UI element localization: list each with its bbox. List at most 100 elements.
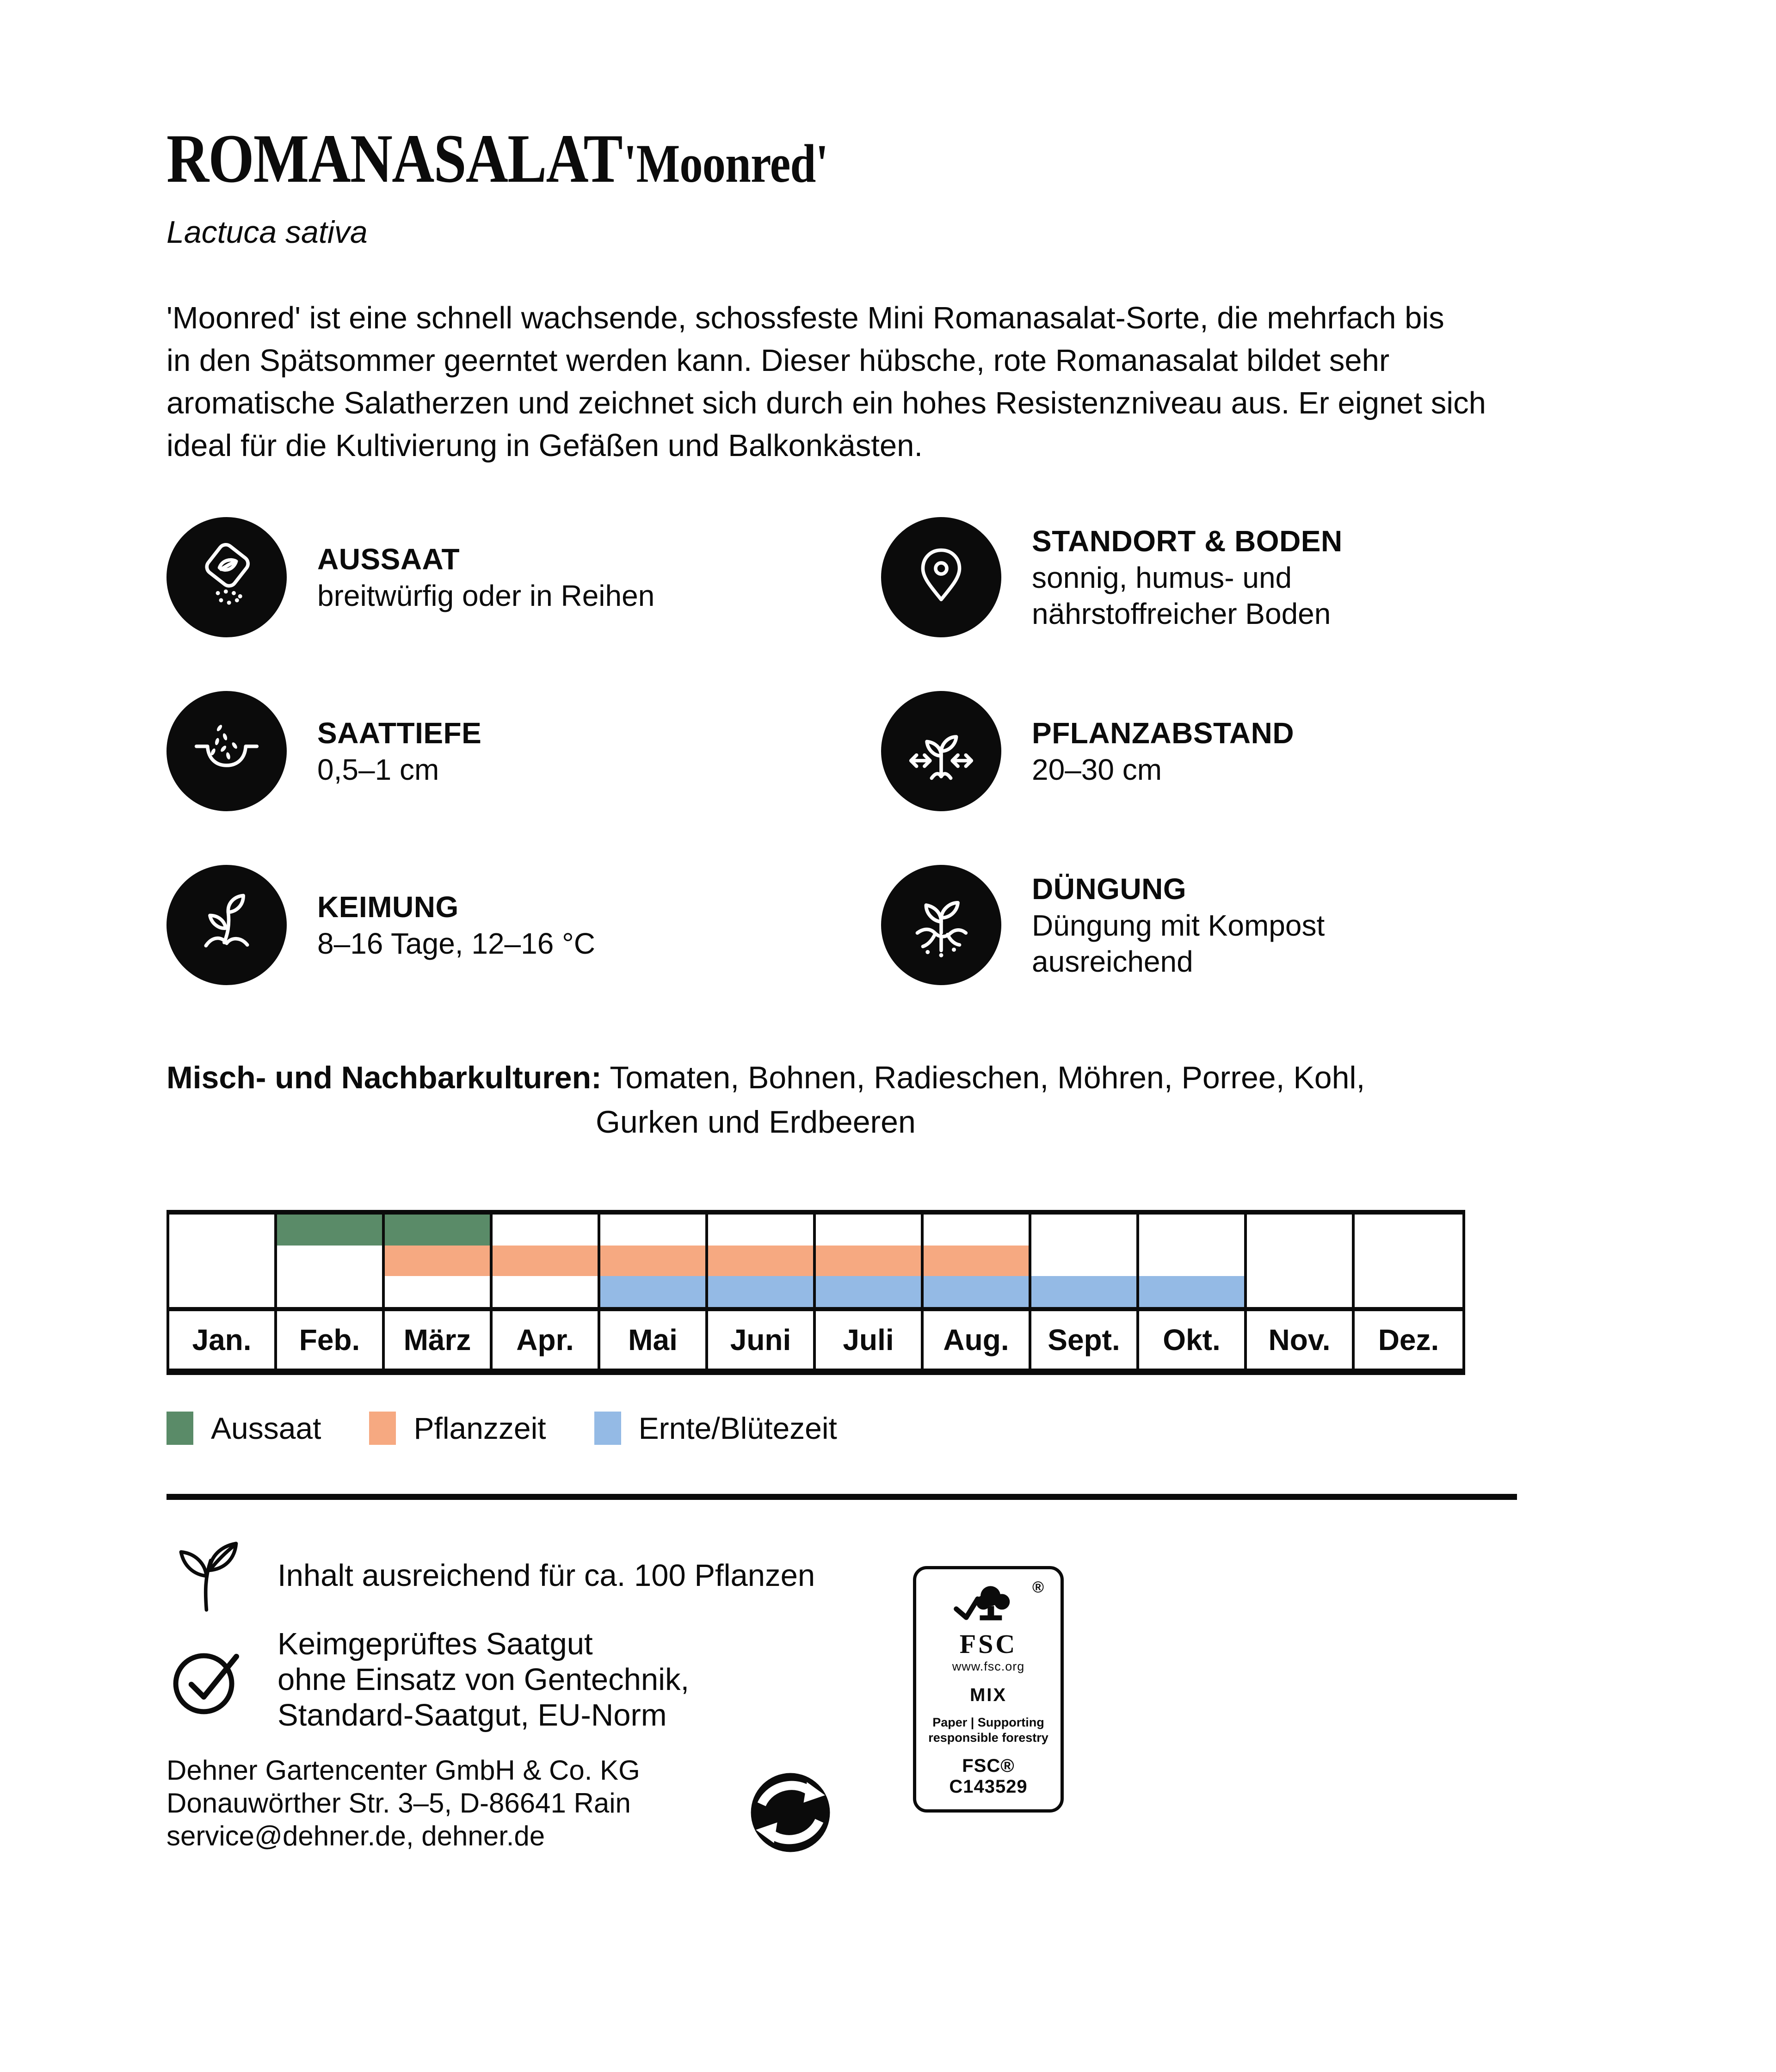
- companions-label: Misch- und Nachbarkulturen:: [166, 1060, 602, 1095]
- month-label: März: [385, 1311, 493, 1369]
- calendar-grid-cell: [1139, 1215, 1247, 1307]
- fsc-claim-line: responsible forestry: [928, 1731, 1048, 1745]
- info-label: DÜNGUNG: [1032, 872, 1187, 906]
- calendar-grid-cell: [600, 1215, 708, 1307]
- leaves-icon: [179, 1542, 238, 1612]
- calendar-grid-cell: [1031, 1215, 1139, 1307]
- info-text: SAATTIEFE 0,5–1 cm: [317, 715, 481, 788]
- address-block: Dehner Gartencenter GmbH & Co. KG Donauw…: [166, 1754, 640, 1852]
- legend-item: Pflanzzeit: [369, 1411, 546, 1446]
- culture-info-grid: AUSSAAT breitwürfig oder in Reihen STAND…: [166, 517, 1390, 985]
- fsc-brand: FSC: [959, 1629, 1018, 1659]
- plant-spacing-icon: [881, 691, 1001, 811]
- month-label: Juli: [816, 1311, 924, 1369]
- location-pin-icon: [881, 517, 1001, 637]
- month-label: Juni: [708, 1311, 816, 1369]
- quality-line: ohne Einsatz von Gentechnik,: [278, 1662, 690, 1697]
- info-item-keimung: KEIMUNG 8–16 Tage, 12–16 °C: [166, 865, 881, 985]
- fsc-label: ® FSC www.fsc.org MIX Paper | Supporting…: [913, 1566, 1064, 1813]
- calendar-grid-cell: [277, 1215, 385, 1307]
- calendar-bar-aussaat: [277, 1215, 493, 1246]
- quality-row: Keimgeprüftes Saatgut ohne Einsatz von G…: [171, 1626, 689, 1733]
- fsc-claim: Paper | Supporting responsible forestry: [923, 1715, 1054, 1745]
- info-value: 0,5–1 cm: [317, 753, 439, 786]
- info-value: 20–30 cm: [1032, 753, 1162, 786]
- content-note: Inhalt ausreichend für ca. 100 Pflanzen: [278, 1558, 815, 1593]
- fsc-license-code: FSC® C143529: [949, 1756, 1028, 1797]
- info-item-aussaat: AUSSAAT breitwürfig oder in Reihen: [166, 517, 881, 637]
- fsc-tree-check-icon: ®: [949, 1579, 1044, 1633]
- seed-depth-icon: [166, 691, 287, 811]
- info-value: breitwürfig oder in Reihen: [317, 579, 655, 612]
- month-label: Aug.: [924, 1311, 1031, 1369]
- legend-swatch: [594, 1412, 621, 1445]
- legend-item: Ernte/Blütezeit: [594, 1411, 837, 1446]
- calendar-grid-cell: [385, 1215, 493, 1307]
- info-label: STANDORT & BODEN: [1032, 524, 1343, 558]
- info-text: DÜNGUNG Düngung mit Kompost ausreichend: [1032, 870, 1390, 980]
- info-item-saattiefe: SAATTIEFE 0,5–1 cm: [166, 691, 881, 811]
- info-item-pflanzabstand: PFLANZABSTAND 20–30 cm: [881, 691, 1390, 811]
- month-label: Okt.: [1139, 1311, 1247, 1369]
- fsc-url: www.fsc.org: [952, 1659, 1025, 1673]
- legend-swatch: [166, 1412, 193, 1445]
- description-line: ideal für die Kultivierung in Gefäßen un…: [166, 428, 923, 463]
- address-line: Dehner Gartencenter GmbH & Co. KG: [166, 1755, 640, 1786]
- month-label: Apr.: [493, 1311, 600, 1369]
- month-label: Jan.: [169, 1311, 277, 1369]
- quality-line: Standard-Saatgut, EU-Norm: [278, 1698, 667, 1733]
- description-line: aromatische Salatherzen und zeichnet sic…: [166, 386, 1486, 420]
- description-line: in den Spätsommer geerntet werden kann. …: [166, 343, 1390, 378]
- calendar-grid-cell: [1355, 1215, 1462, 1307]
- companions-line1: Misch- und Nachbarkulturen: Tomaten, Boh…: [166, 1055, 1365, 1100]
- legend-label: Pflanzzeit: [413, 1411, 546, 1445]
- divider-rule: [166, 1494, 1517, 1500]
- info-value: 8–16 Tage, 12–16 °C: [317, 927, 595, 960]
- quality-lines: Keimgeprüftes Saatgut ohne Einsatz von G…: [278, 1626, 689, 1733]
- fsc-registered-mark: ®: [1032, 1579, 1044, 1596]
- calendar-legend: Aussaat Pflanzzeit Ernte/Blütezeit: [166, 1411, 837, 1446]
- info-label: KEIMUNG: [317, 890, 459, 924]
- legend-item: Aussaat: [166, 1411, 321, 1446]
- legend-label: Aussaat: [211, 1411, 321, 1445]
- quality-line: Keimgeprüftes Saatgut: [278, 1627, 593, 1661]
- companions-section: Misch- und Nachbarkulturen: Tomaten, Boh…: [166, 1055, 1365, 1144]
- calendar-bar-ernte-blütezeit: [600, 1276, 1247, 1307]
- variety-text: 'Moonred': [623, 133, 829, 194]
- page-title: ROMANASALAT: [166, 120, 623, 197]
- fsc-grade: MIX: [969, 1685, 1007, 1705]
- info-label: PFLANZABSTAND: [1032, 716, 1295, 750]
- info-item-standort: STANDORT & BODEN sonnig, humus- und nähr…: [881, 517, 1390, 637]
- content-note-row: Inhalt ausreichend für ca. 100 Pflanzen: [161, 1536, 815, 1614]
- description-line: 'Moonred' ist eine schnell wachsende, sc…: [166, 301, 1444, 335]
- calendar-months: Jan. Feb. März Apr. Mai Juni Juli Aug. Sept. Okt.…: [166, 1307, 1465, 1375]
- info-value: sonnig, humus- und nährstoffreicher Bode…: [1032, 561, 1331, 630]
- green-dot-recycling-icon: [749, 1771, 832, 1854]
- info-text: KEIMUNG 8–16 Tage, 12–16 °C: [317, 888, 595, 962]
- calendar-grid-cell: [1247, 1215, 1355, 1307]
- check-circle-icon: [173, 1653, 239, 1714]
- calendar-bar-pflanzzeit: [385, 1245, 1031, 1276]
- month-label: Feb.: [277, 1311, 385, 1369]
- info-item-duengung: DÜNGUNG Düngung mit Kompost ausreichend: [881, 865, 1390, 985]
- info-text: PFLANZABSTAND 20–30 cm: [1032, 715, 1294, 788]
- title-block: ROMANASALAT 'Moonred': [166, 124, 828, 195]
- info-label: SAATTIEFE: [317, 716, 482, 750]
- info-label: AUSSAAT: [317, 543, 460, 576]
- info-text: STANDORT & BODEN sonnig, humus- und nähr…: [1032, 523, 1390, 632]
- calendar-grid: [169, 1215, 1462, 1307]
- fertilizer-icon: [881, 865, 1001, 985]
- month-label: Nov.: [1247, 1311, 1355, 1369]
- calendar-grid-cell: [708, 1215, 816, 1307]
- calendar-grid-cell: [816, 1215, 924, 1307]
- fsc-claim-line: Paper | Supporting: [932, 1715, 1044, 1729]
- legend-swatch: [369, 1412, 396, 1445]
- companions-text: Tomaten, Bohnen, Radieschen, Möhren, Por…: [610, 1060, 1365, 1095]
- calendar-bars: [166, 1210, 1465, 1307]
- seed-bag-icon: [166, 517, 287, 637]
- month-label: Dez.: [1378, 1323, 1439, 1357]
- botanical-name: Lactuca sativa: [166, 215, 368, 250]
- description: 'Moonred' ist eine schnell wachsende, sc…: [166, 297, 1486, 467]
- germination-icon: [166, 865, 287, 985]
